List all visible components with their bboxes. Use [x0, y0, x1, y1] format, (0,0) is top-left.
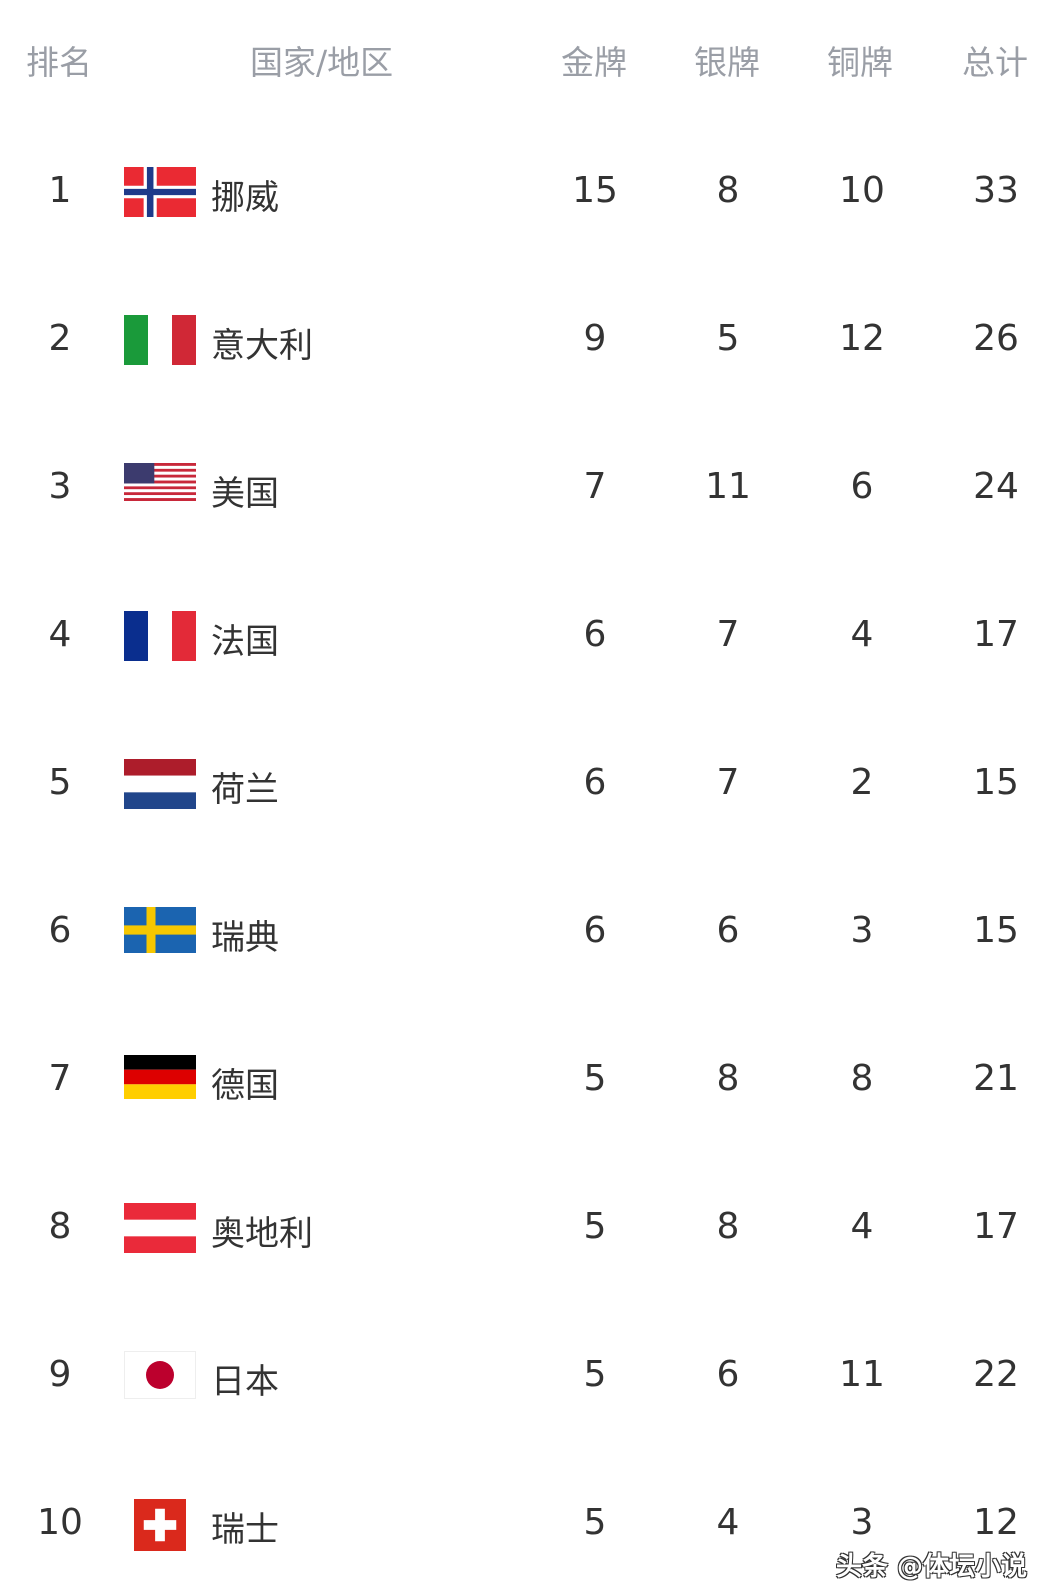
silver-count: 6	[716, 910, 740, 951]
bronze-count: 11	[839, 1354, 885, 1395]
total-count: 22	[973, 1354, 1019, 1395]
gold-count: 6	[583, 762, 607, 803]
header-country: 国家/地区	[250, 43, 394, 82]
gold-count: 6	[583, 910, 607, 951]
country-name: 瑞士	[211, 1510, 279, 1550]
bronze-count: 3	[850, 1502, 874, 1543]
country-name: 奥地利	[211, 1214, 313, 1254]
sweden-flag-icon	[124, 907, 196, 957]
gold-count: 5	[583, 1058, 607, 1099]
gold-count: 15	[572, 170, 618, 211]
table-row: 1 挪威 15 8 10 33	[0, 162, 1057, 222]
total-count: 26	[973, 318, 1019, 359]
silver-count: 6	[716, 1354, 740, 1395]
rank: 3	[48, 466, 72, 507]
total-count: 33	[973, 170, 1019, 211]
table-header: 排名 国家/地区 金牌 银牌 铜牌 总计	[0, 36, 1057, 82]
table-row: 4 法国 6 7 4 17	[0, 606, 1057, 666]
netherlands-flag-icon	[124, 759, 196, 809]
total-count: 12	[973, 1502, 1019, 1543]
usa-flag-icon	[124, 463, 196, 513]
header-gold: 金牌	[561, 43, 627, 82]
header-bronze: 铜牌	[827, 43, 893, 82]
country-name: 瑞典	[211, 918, 279, 958]
bronze-count: 12	[839, 318, 885, 359]
austria-flag-icon	[124, 1203, 196, 1253]
country-name: 意大利	[211, 326, 313, 366]
country-name: 美国	[211, 474, 279, 514]
rank: 7	[48, 1058, 72, 1099]
gold-count: 9	[583, 318, 607, 359]
gold-count: 5	[583, 1354, 607, 1395]
norway-flag-icon	[124, 167, 196, 217]
total-count: 15	[973, 762, 1019, 803]
header-total: 总计	[962, 43, 1028, 82]
gold-count: 6	[583, 614, 607, 655]
italy-flag-icon	[124, 315, 196, 365]
table-row: 6 瑞典 6 6 3 15	[0, 902, 1057, 962]
silver-count: 4	[716, 1502, 740, 1543]
country-name: 挪威	[211, 178, 279, 218]
gold-count: 7	[583, 466, 607, 507]
silver-count: 8	[716, 1206, 740, 1247]
gold-count: 5	[583, 1502, 607, 1543]
table-row: 10 瑞士 5 4 3 12	[0, 1494, 1057, 1554]
silver-count: 5	[716, 318, 740, 359]
rank: 2	[48, 318, 72, 359]
country-name: 日本	[211, 1362, 279, 1402]
header-silver: 银牌	[694, 43, 760, 82]
table-row: 8 奥地利 5 8 4 17	[0, 1198, 1057, 1258]
silver-count: 8	[716, 170, 740, 211]
rank: 9	[48, 1354, 72, 1395]
switzerland-flag-icon	[124, 1499, 196, 1551]
france-flag-icon	[124, 611, 196, 661]
table-row: 5 荷兰 6 7 2 15	[0, 754, 1057, 814]
gold-count: 5	[583, 1206, 607, 1247]
silver-count: 8	[716, 1058, 740, 1099]
bronze-count: 10	[839, 170, 885, 211]
country-name: 德国	[211, 1066, 279, 1106]
total-count: 21	[973, 1058, 1019, 1099]
bronze-count: 8	[850, 1058, 874, 1099]
silver-count: 7	[716, 614, 740, 655]
japan-flag-icon	[123, 1350, 197, 1401]
bronze-count: 4	[850, 1206, 874, 1247]
rank: 1	[48, 170, 72, 211]
silver-count: 11	[705, 466, 751, 507]
rank: 6	[48, 910, 72, 951]
table-row: 9 日本 5 6 11 22	[0, 1346, 1057, 1406]
header-rank: 排名	[26, 43, 92, 82]
country-name: 法国	[211, 622, 279, 662]
bronze-count: 6	[850, 466, 874, 507]
rank: 8	[48, 1206, 72, 1247]
watermark: 头条 @体坛小说	[835, 1552, 1027, 1582]
total-count: 17	[973, 614, 1019, 655]
bronze-count: 3	[850, 910, 874, 951]
rank: 10	[37, 1502, 83, 1543]
table-row: 3 美国 7 11 6 24	[0, 458, 1057, 518]
silver-count: 7	[716, 762, 740, 803]
total-count: 17	[973, 1206, 1019, 1247]
rank: 5	[48, 762, 72, 803]
rank: 4	[48, 614, 72, 655]
total-count: 24	[973, 466, 1019, 507]
country-name: 荷兰	[211, 770, 279, 810]
table-row: 7 德国 5 8 8 21	[0, 1050, 1057, 1110]
bronze-count: 2	[850, 762, 874, 803]
germany-flag-icon	[124, 1055, 196, 1105]
total-count: 15	[973, 910, 1019, 951]
bronze-count: 4	[850, 614, 874, 655]
table-row: 2 意大利 9 5 12 26	[0, 310, 1057, 370]
